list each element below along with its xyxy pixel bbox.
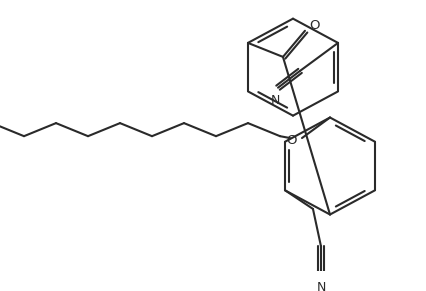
Text: O: O <box>309 19 320 32</box>
Text: N: N <box>316 281 325 291</box>
Text: O: O <box>286 134 296 147</box>
Text: N: N <box>270 94 279 107</box>
